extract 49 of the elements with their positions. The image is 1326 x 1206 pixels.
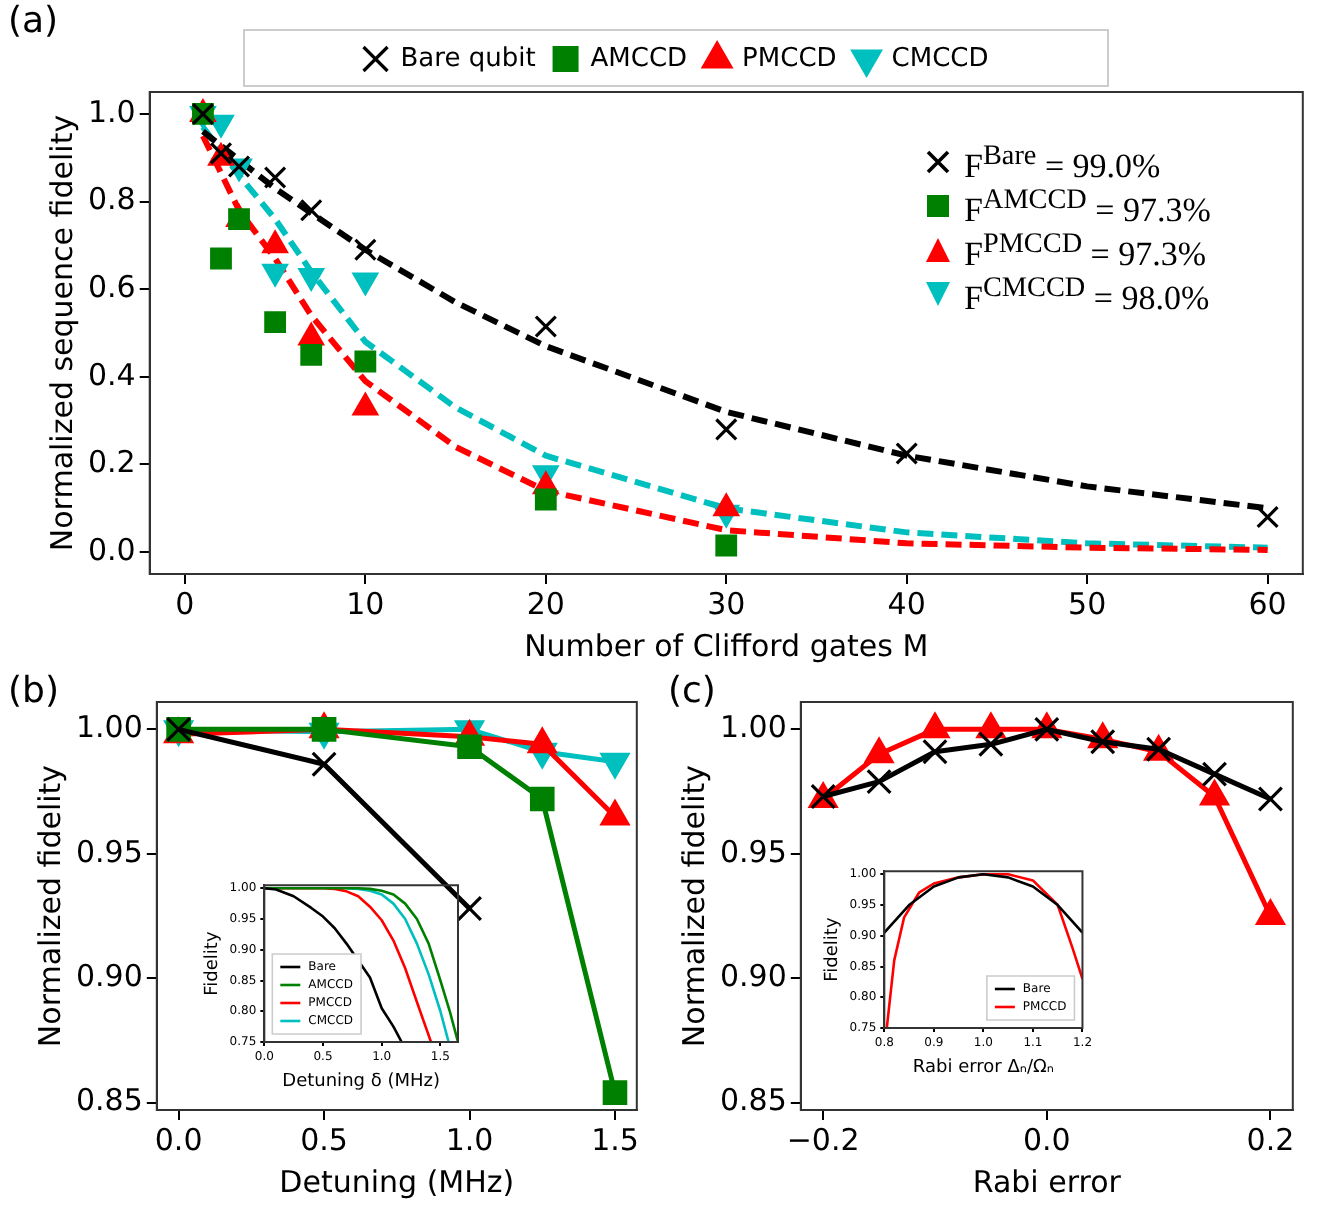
x-tick-label: 30: [707, 585, 746, 622]
x-tick-label: −0.2: [786, 1121, 860, 1158]
x-tick-label: 1.0: [445, 1121, 494, 1158]
x-tick-label: 50: [1068, 585, 1107, 622]
x-axis-title: Detuning (MHz): [279, 1163, 515, 1200]
y-tick-label: 0.90: [75, 957, 143, 994]
y-tick-label: 0.2: [87, 444, 136, 481]
y-tick-label: 0.8: [87, 181, 136, 218]
annotation: F$^{AMCCD}$ = 97.3%: [964, 184, 1211, 230]
legend-label: CMCCD: [891, 43, 989, 74]
x-tick-label: 40: [887, 585, 926, 622]
x-tick-label: 0: [175, 585, 195, 622]
x-axis-title: Number of Clifford gates M: [524, 627, 929, 664]
y-axis-title: Fidelity: [823, 916, 844, 982]
y-tick-label: 0.95: [75, 833, 143, 870]
y-axis-title: Normalized sequence fidelity: [43, 114, 80, 552]
x-tick-label: 0.0: [1022, 1121, 1071, 1158]
y-axis-title: Fidelity: [203, 930, 224, 996]
y-axis-title: Normalized fidelity: [31, 764, 68, 1048]
y-tick-label: 0.85: [75, 1082, 143, 1119]
legend-label: Bare qubit: [400, 43, 536, 74]
x-tick-label: 0.5: [300, 1121, 348, 1158]
text: (a): [8, 0, 59, 42]
x-tick-label: 0.0: [154, 1121, 203, 1158]
y-tick-label: 1.00: [75, 709, 143, 746]
y-tick-label: 0.85: [719, 1082, 787, 1119]
annotation: F$^{Bare}$ = 99.0%: [964, 138, 1161, 188]
legend-label: PMCCD: [742, 43, 837, 74]
y-axis-title: Normalized fidelity: [675, 764, 712, 1048]
y-tick-label: 1.0: [87, 93, 136, 130]
legend-label: AMCCD: [590, 43, 688, 74]
x-axis-title: Rabi error Δₙ/Ωₙ: [912, 1057, 1055, 1078]
y-tick-label: 1.00: [719, 709, 787, 746]
x-axis-title: Detuning δ (MHz): [282, 1071, 440, 1092]
y-tick-label: 0.0: [87, 531, 136, 568]
x-tick-label: 20: [526, 585, 565, 622]
annotation: F$^{PMCCD}$ = 97.3%: [964, 228, 1207, 274]
x-axis-title: Rabi error: [972, 1163, 1123, 1200]
text: (c): [668, 670, 716, 712]
y-tick-label: 0.90: [719, 957, 787, 994]
x-tick-label: 60: [1248, 585, 1287, 622]
y-tick-label: 0.95: [719, 833, 787, 870]
y-tick-label: 0.6: [87, 268, 136, 305]
annotation: F$^{CMCCD}$ = 98.0%: [964, 272, 1210, 318]
x-tick-label: 0.2: [1246, 1121, 1295, 1158]
x-tick-label: 10: [346, 585, 385, 622]
y-tick-label: 0.4: [87, 356, 136, 393]
x-tick-label: 1.5: [591, 1121, 639, 1158]
text: (b): [8, 670, 59, 712]
